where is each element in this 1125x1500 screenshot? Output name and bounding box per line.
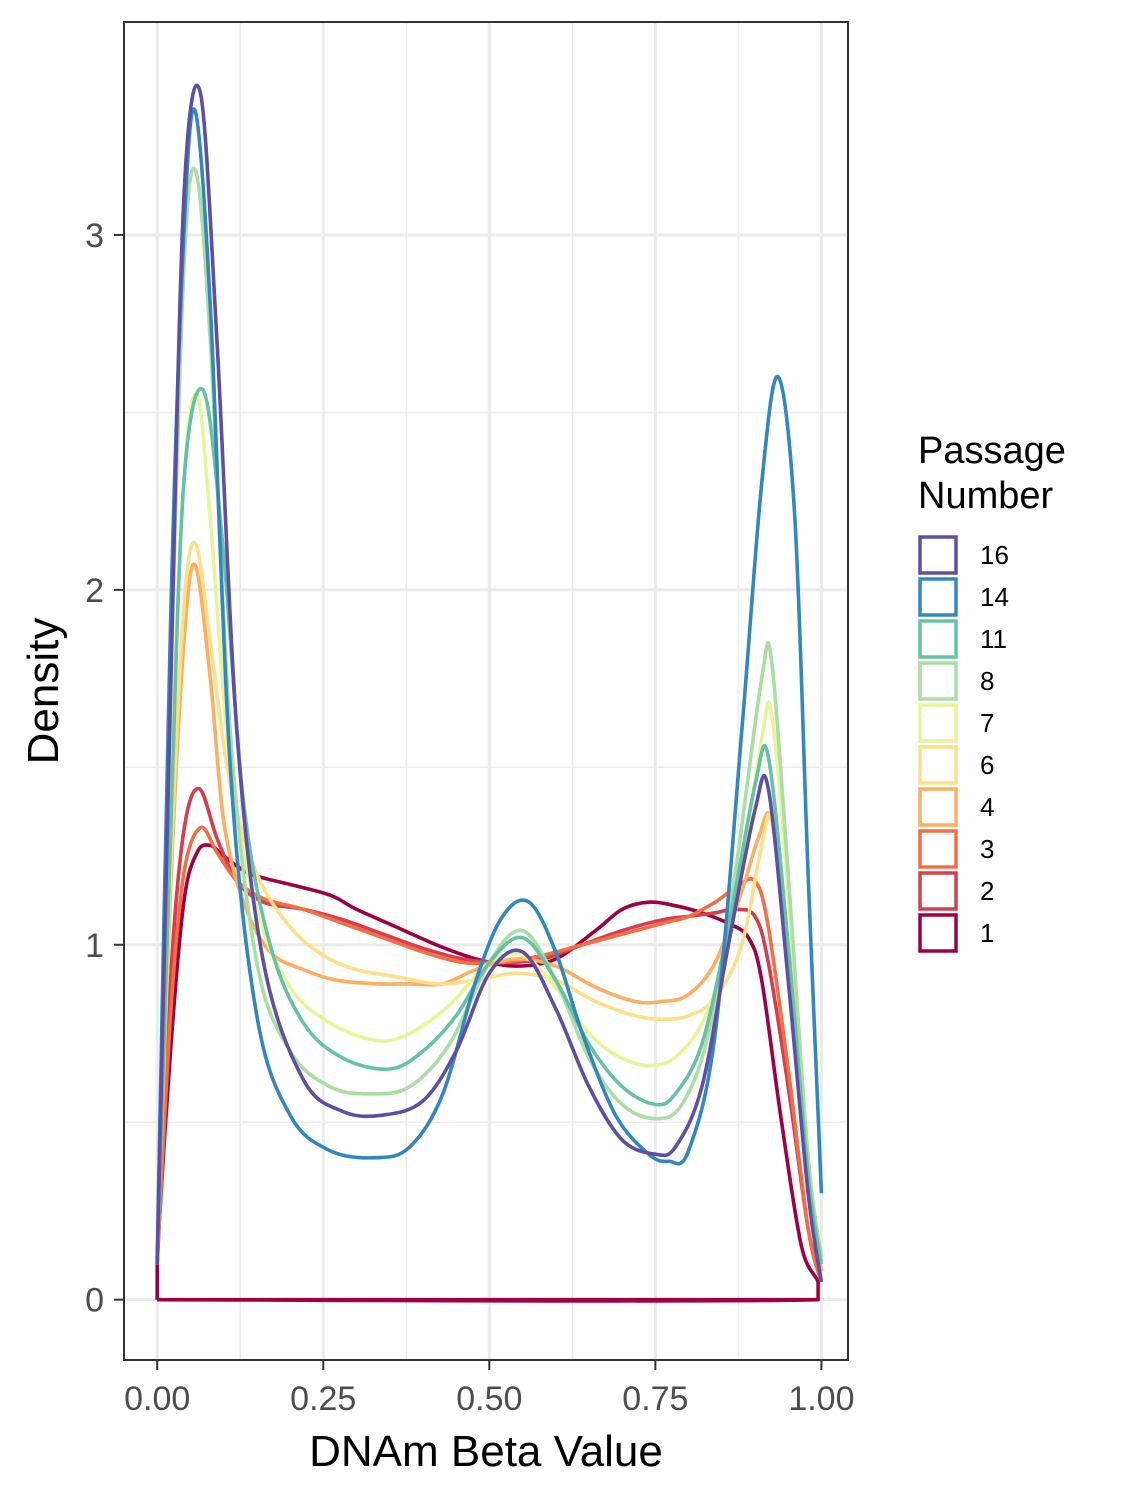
- density-line-passage-8: [155, 166, 824, 1265]
- x-tick-label: 0.25: [290, 1380, 356, 1418]
- legend-key-2: [918, 871, 958, 911]
- axes: 0.00 0.25 0.50 0.75 1.00 0 1 2 3: [85, 217, 854, 1418]
- plot-border: [123, 21, 849, 1361]
- legend-key-8: [918, 661, 958, 701]
- y-tick-label: 3: [85, 217, 104, 255]
- x-axis-title: DNAm Beta Value: [309, 1427, 663, 1476]
- legend-label-11: 11: [980, 624, 1007, 654]
- legend: Passage Number 16 14 11 8 7 6 4 3 2 1: [918, 430, 1066, 953]
- x-tick-label: 0.50: [456, 1380, 522, 1418]
- legend-key-6: [918, 745, 958, 785]
- legend-label-3: 3: [980, 834, 994, 864]
- y-tick-label: 0: [85, 1282, 104, 1320]
- legend-label-16: 16: [980, 540, 1009, 570]
- legend-key-1: [918, 913, 958, 953]
- legend-label-1: 1: [980, 918, 994, 948]
- legend-label-8: 8: [980, 666, 994, 696]
- legend-key-16: [918, 535, 958, 575]
- density-line-passage-16: [155, 83, 824, 1283]
- legend-key-14: [918, 577, 958, 617]
- legend-title-line-2: Number: [918, 475, 1053, 517]
- series-lines: [155, 83, 824, 1303]
- legend-title-line-1: Passage: [918, 430, 1066, 472]
- legend-label-7: 7: [980, 708, 994, 738]
- x-tick-label: 0.00: [124, 1380, 190, 1418]
- legend-label-6: 6: [980, 750, 994, 780]
- legend-key-11: [918, 619, 958, 659]
- legend-label-14: 14: [980, 582, 1009, 612]
- legend-label-4: 4: [980, 792, 994, 822]
- y-tick-label: 1: [85, 927, 104, 965]
- x-tick-label: 0.75: [622, 1380, 688, 1418]
- density-line-passage-14: [155, 107, 824, 1258]
- y-tick-label: 2: [85, 572, 104, 610]
- x-tick-label: 1.00: [788, 1380, 854, 1418]
- legend-key-3: [918, 829, 958, 869]
- legend-key-7: [918, 703, 958, 743]
- y-axis-title: Density: [19, 618, 68, 765]
- legend-label-2: 2: [980, 876, 994, 906]
- legend-key-4: [918, 787, 958, 827]
